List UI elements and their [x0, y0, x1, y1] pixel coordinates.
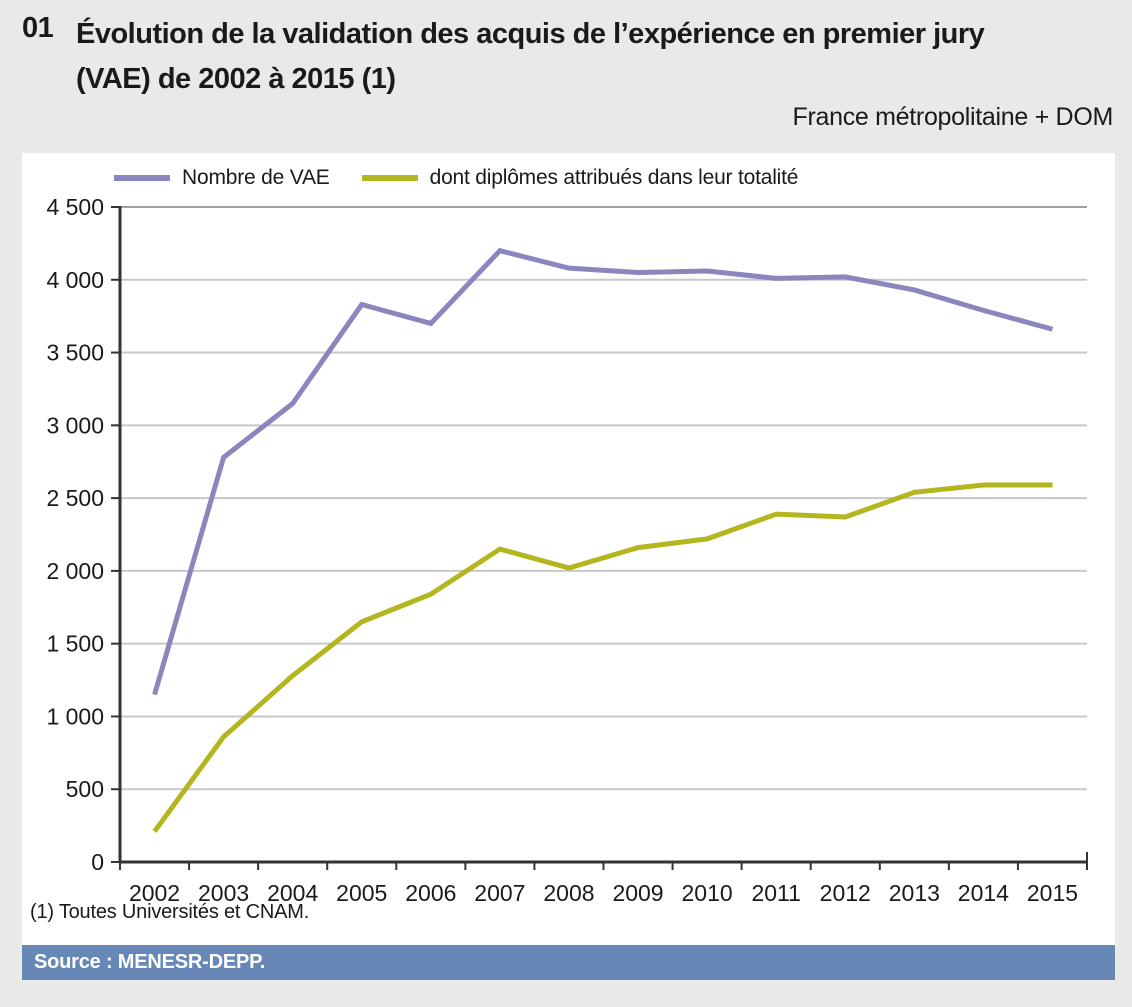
x-axis-label: 2011 — [751, 880, 800, 906]
x-axis-label: 2015 — [1027, 880, 1078, 906]
y-axis-label: 0 — [91, 849, 104, 875]
legend-label-diplomes: dont diplômes attribués dans leur totali… — [429, 166, 799, 189]
y-axis-label: 1 500 — [46, 631, 104, 657]
x-axis-label: 2012 — [820, 880, 871, 906]
y-axis-label: 4 000 — [46, 267, 104, 293]
legend-item-vae: Nombre de VAE — [114, 166, 330, 190]
x-axis-label: 2013 — [889, 880, 940, 906]
x-axis-label: 2006 — [405, 880, 456, 906]
x-axis-label: 2008 — [543, 880, 594, 906]
figure-number: 01 — [22, 12, 54, 44]
figure-title-line1: Évolution de la validation des acquis de… — [76, 18, 985, 50]
chart-legend: Nombre de VAE dont diplômes attribués da… — [114, 166, 816, 190]
x-axis-label: 2005 — [336, 880, 387, 906]
legend-label-vae: Nombre de VAE — [182, 166, 330, 189]
x-axis-label: 2009 — [612, 880, 663, 906]
figure-title: Évolution de la validation des acquis de… — [76, 12, 985, 102]
series-line-1 — [152, 482, 1053, 833]
chart-footnote: (1) Toutes Universités et CNAM. — [30, 901, 310, 923]
x-axis-label: 2007 — [474, 880, 525, 906]
figure-subtitle: France métropolitaine + DOM — [792, 103, 1113, 131]
x-axis-label: 2014 — [958, 880, 1009, 906]
source-bar: Source : MENESR-DEPP. — [22, 945, 1115, 980]
x-axis-label: 2004 — [267, 880, 318, 906]
x-axis-label: 2010 — [682, 880, 733, 906]
x-axis-label: 2002 — [129, 880, 180, 906]
series-line-0 — [152, 247, 1054, 696]
y-axis-label: 2 500 — [46, 485, 104, 511]
y-axis-label: 4 500 — [46, 194, 104, 220]
x-axis-label: 2003 — [198, 880, 249, 906]
y-axis-label: 3 000 — [46, 412, 104, 438]
legend-item-diplomes: dont diplômes attribués dans leur totali… — [361, 166, 799, 190]
y-axis-label: 500 — [66, 776, 104, 802]
y-axis-label: 2 000 — [46, 558, 104, 584]
figure-header: 01 Évolution de la validation des acquis… — [22, 12, 1114, 102]
line-chart: 0 500 1 000 1 500 2 000 2 500 3 000 3 500 4 000 4… — [46, 194, 1088, 906]
chart-panel: 0 500 1 000 1 500 2 000 2 500 3 000 3 500 4 000 4… — [22, 153, 1115, 945]
figure-title-line2: (VAE) de 2002 à 2015 (1) — [76, 63, 396, 95]
legend-swatch-diplomes — [361, 175, 418, 181]
y-axis-label: 3 500 — [46, 340, 104, 366]
legend-swatch-vae — [114, 175, 170, 181]
y-axis-label: 1 000 — [46, 703, 104, 729]
